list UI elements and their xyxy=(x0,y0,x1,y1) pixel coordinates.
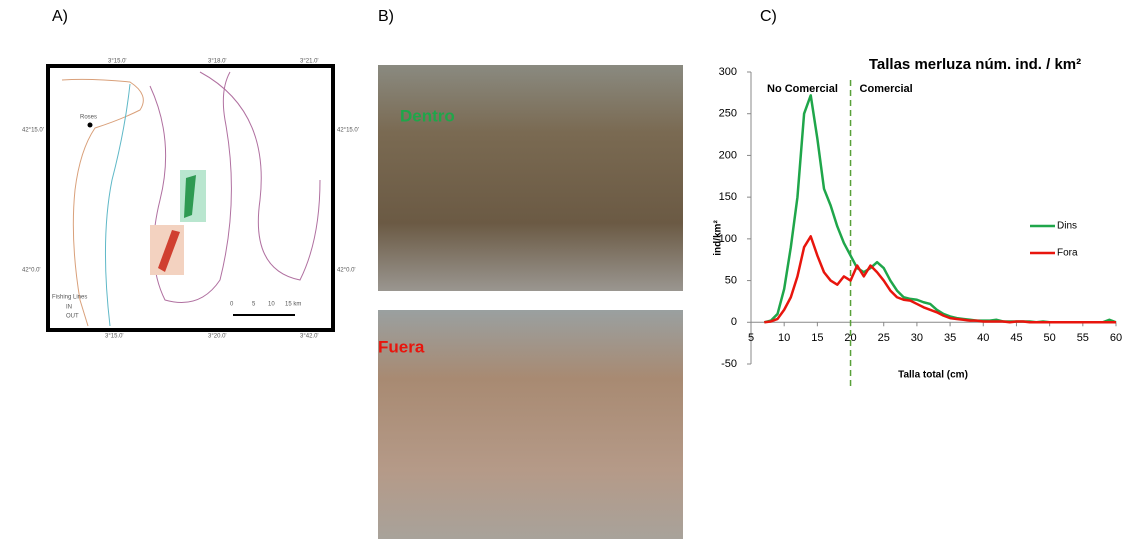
x-tick-label: 35 xyxy=(944,332,956,344)
legend-label: Dins xyxy=(1057,221,1077,232)
panel-label: B) xyxy=(378,8,394,25)
map-label: 3°15.0' xyxy=(108,59,127,65)
photo xyxy=(378,65,683,291)
y-tick-label: 200 xyxy=(719,149,737,161)
scale-label: 0 xyxy=(230,302,234,308)
track-out xyxy=(158,230,180,272)
x-tick-label: 25 xyxy=(878,332,890,344)
photo-label: Dentro xyxy=(400,106,455,125)
map-legend-item: IN xyxy=(66,305,72,311)
map-label: 42°0.0' xyxy=(22,268,41,274)
x-tick-label: 45 xyxy=(1010,332,1022,344)
track-in xyxy=(184,175,196,218)
x-tick-label: 30 xyxy=(911,332,923,344)
y-tick-label: 250 xyxy=(719,108,737,120)
line-series xyxy=(764,235,1116,324)
y-tick-label: 50 xyxy=(725,274,737,286)
coast xyxy=(61,78,144,327)
map-label: 42°15.0' xyxy=(337,128,359,134)
panel-label: C) xyxy=(760,8,777,25)
scale-label: 5 xyxy=(252,302,256,308)
scale-label: 15 km xyxy=(285,302,301,308)
map-legend-title: Fishing Lines xyxy=(52,295,87,301)
y-tick-label: 100 xyxy=(719,233,737,245)
x-tick-label: 5 xyxy=(748,332,754,344)
map-label: 42°15.0' xyxy=(22,128,44,134)
x-tick-label: 40 xyxy=(977,332,989,344)
x-tick-label: 10 xyxy=(778,332,790,344)
y-tick-label: 150 xyxy=(719,191,737,203)
map-label: 3°21.0' xyxy=(300,59,319,65)
scale-label: 10 xyxy=(268,302,275,308)
line-series xyxy=(763,94,1117,324)
map-label: 3°15.0' xyxy=(105,334,124,340)
y-tick-label: 0 xyxy=(731,316,737,328)
map: Roses 3°15.0' 3°18.0' 3°21.0' 42°15.0' 4… xyxy=(22,59,359,340)
x-tick-label: 20 xyxy=(844,332,856,344)
chart-title: Tallas merluza núm. ind. / km² xyxy=(869,56,1081,73)
chart: Tallas merluza núm. ind. / km² -50 0 50 100 1… xyxy=(713,56,1122,390)
map-label: 3°20.0' xyxy=(208,334,227,340)
map-label: 42°0.0' xyxy=(337,268,356,274)
map-label: 3°42.0' xyxy=(300,334,319,340)
y-tick-label: -50 xyxy=(721,358,737,370)
contour xyxy=(104,83,131,327)
map-label: Roses xyxy=(80,115,97,121)
photo xyxy=(378,310,683,539)
y-tick-label: 300 xyxy=(719,66,737,78)
y-axis-title: ind/km² xyxy=(713,220,724,256)
town-marker xyxy=(87,122,93,128)
contour xyxy=(149,71,232,303)
contour xyxy=(199,71,321,281)
map-label: 3°18.0' xyxy=(208,59,227,65)
panel-label: A) xyxy=(52,8,68,25)
x-tick-label: 15 xyxy=(811,332,823,344)
photo-label: Fuera xyxy=(378,337,425,356)
annotation: No Comercial xyxy=(767,83,838,95)
x-tick-label: 60 xyxy=(1110,332,1122,344)
x-axis-title: Talla total (cm) xyxy=(898,370,968,381)
annotation: Comercial xyxy=(860,83,913,95)
x-tick-label: 50 xyxy=(1044,332,1056,344)
x-tick-label: 55 xyxy=(1077,332,1089,344)
legend-label: Fora xyxy=(1057,248,1078,259)
map-legend-item: OUT xyxy=(66,314,79,320)
